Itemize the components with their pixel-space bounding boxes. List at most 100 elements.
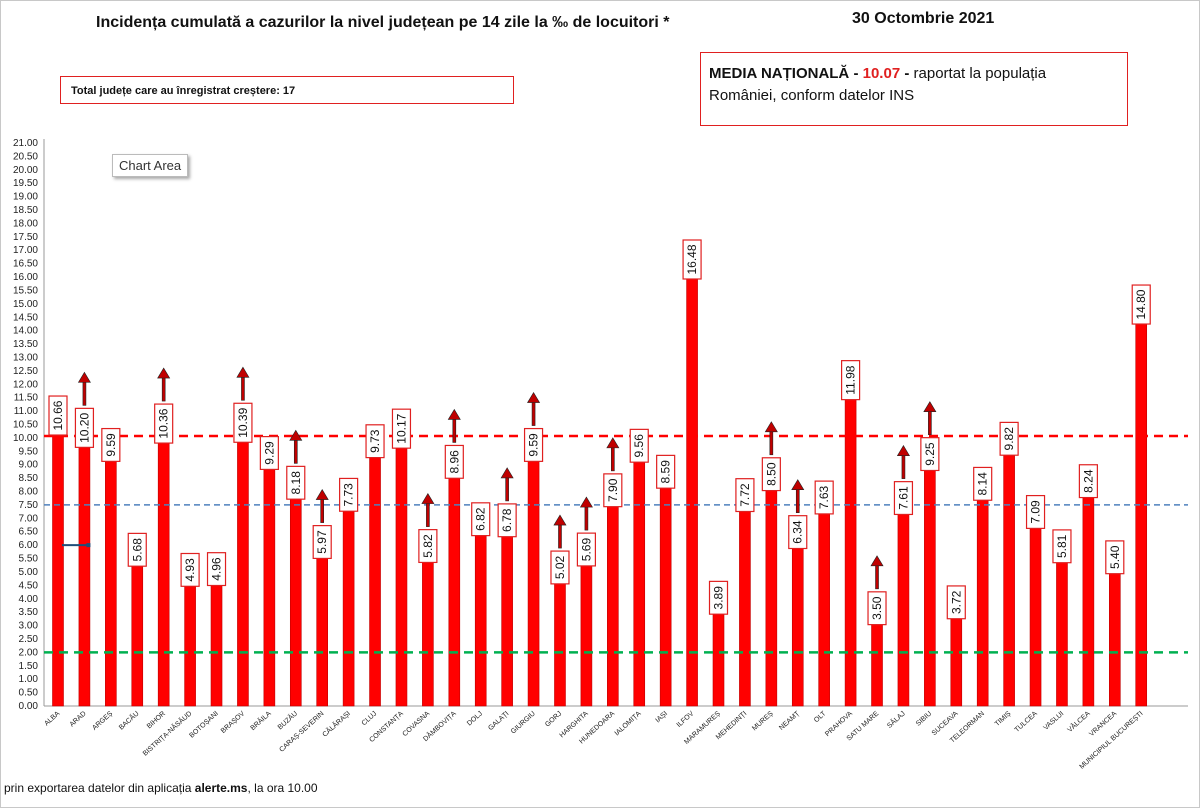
bar-bistrița-năsăud [184,573,196,707]
y-tick-label: 6.00 [19,540,39,551]
y-tick-label: 20.00 [13,165,38,176]
value-label: 5.82 [421,534,435,558]
value-label-box [973,466,993,501]
increase-arrow-shaft [320,497,325,523]
national-average-sep1: - [849,65,863,82]
bar-satu-mare [871,611,883,707]
value-label: 4.93 [183,558,197,582]
bar-dâmbovița [448,465,461,707]
increase-arrow-shaft [82,380,87,406]
value-label-box [444,444,464,479]
x-tick-label: BOTOȘANI [188,710,220,739]
increase-arrow-shaft [611,445,615,472]
footnote-suffix: , la ora 10.00 [247,781,318,795]
value-label-box [814,480,834,515]
increase-arrow-shaft [928,409,932,435]
y-tick-label: 18.00 [13,218,38,229]
x-tick-label: VASLUI [1042,710,1065,732]
y-tick-label: 19.00 [13,192,38,203]
y-tick-label: 12.00 [13,379,38,390]
y-tick-label: 10.00 [13,433,38,444]
x-tick-label: BRAȘOV [220,710,247,735]
value-label-box [365,424,385,459]
value-label-box [1131,284,1151,325]
y-tick-label: 1.50 [19,661,39,672]
x-tick-label: GIURGIU [510,710,537,735]
bar-neamț [791,535,804,707]
y-tick-label: 12.50 [13,366,38,377]
value-label: 9.73 [368,429,382,453]
increase-arrow-shaft [452,417,457,443]
x-tick-label: MUREȘ [751,710,775,732]
y-tick-label: 13.50 [13,339,38,350]
bar-giurgiu [527,448,540,707]
value-label-box [74,407,95,448]
bar-suceava [950,605,963,707]
value-label: 9.82 [1002,427,1016,451]
value-label: 8.14 [976,472,990,496]
y-tick-label: 0.50 [19,688,39,699]
bar-ilfov [686,263,698,707]
value-label-box [1025,494,1046,529]
y-tick-label: 7.50 [19,500,39,511]
value-label: 10.39 [236,407,250,437]
y-tick-label: 14.50 [13,312,38,323]
value-label: 8.96 [447,450,461,474]
x-tick-label: NEAMȚ [778,710,801,732]
increase-arrow-head [421,493,435,504]
increase-arrow-head [606,437,620,449]
value-label: 6.34 [791,520,805,544]
value-label: 8.24 [1081,469,1095,493]
x-tick-label: ILFOV [676,710,696,729]
value-label: 8.50 [764,462,778,486]
increase-arrow-shaft [901,453,906,479]
bar-harghita [580,553,593,707]
national-average-line2: României, conform datelor INS [709,85,1127,107]
value-label: 7.61 [896,486,910,510]
bar-cluj [369,444,381,707]
bar-brăila [263,456,276,707]
bar-călărași [342,498,355,707]
value-label-box [154,403,174,444]
value-label: 10.66 [51,400,65,430]
increase-arrow-shaft [558,522,562,549]
increase-arrow-shaft [241,374,245,401]
x-tick-label: IALOMIȚA [614,710,643,737]
bar-vâlcea [1082,484,1095,707]
increase-arrow-head [500,467,514,479]
value-label-box [946,585,966,620]
value-label-box [101,427,121,462]
increase-arrow-shaft [795,487,800,513]
value-label-box [471,502,491,537]
value-label-box [233,402,253,443]
bar-sibiu [924,457,936,707]
increase-arrow-head [896,445,910,456]
y-tick-label: 7.00 [19,513,39,524]
report-date: 30 Octombrie 2021 [852,10,995,27]
x-tick-label: BISTRIȚA-NĂSĂUD [141,709,194,758]
x-tick-label: BRĂILA [248,709,273,733]
value-label: 16.48 [685,244,699,274]
y-tick-label: 10.50 [13,420,38,431]
bar-iași [659,475,672,707]
value-label: 7.63 [817,486,831,510]
bar-constanța [395,433,408,707]
bar-olt [818,501,830,707]
increase-arrow-shaft [161,375,166,402]
value-label: 7.09 [1029,500,1043,524]
increase-arrow-head [447,408,461,420]
footnote-prefix: prin exportarea datelor din aplicația [4,781,195,795]
value-label: 5.69 [579,538,593,562]
x-tick-label: IAȘI [654,710,669,724]
value-label: 9.59 [527,433,541,457]
bar-mehedinți [739,498,751,707]
bar-timiș [1003,442,1015,707]
y-tick-label: 5.00 [19,567,39,578]
value-label-box [788,515,808,550]
value-label: 5.97 [315,530,329,554]
y-tick-label: 21.00 [13,138,38,149]
footnote: prin exportarea datelor din aplicația al… [4,781,318,795]
value-label-box [920,437,940,472]
y-tick-label: 2.50 [19,634,39,645]
